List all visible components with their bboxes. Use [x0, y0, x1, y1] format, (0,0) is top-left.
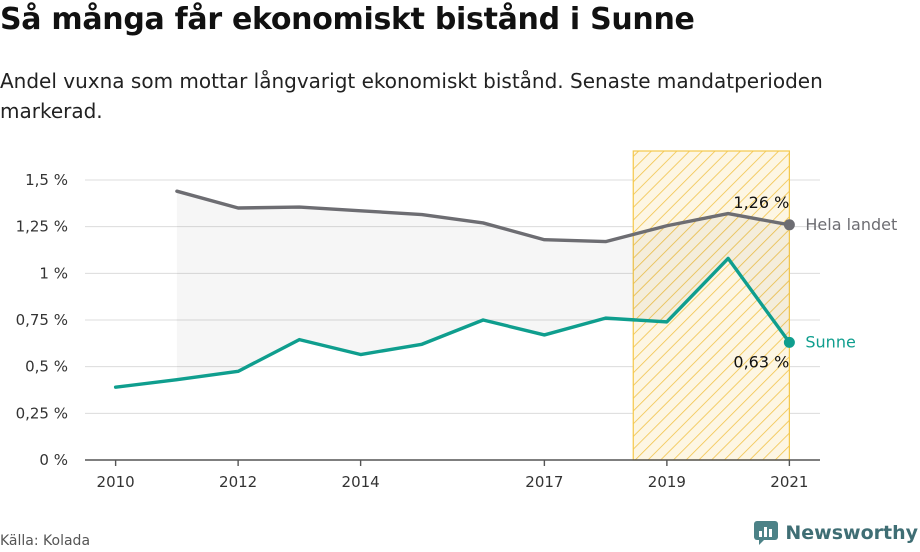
series-labels: Hela landet 1,26 % Sunne 0,63 % [733, 193, 897, 372]
series-value-label: 0,63 % [733, 352, 789, 371]
y-tick-label: 0 % [39, 451, 68, 469]
y-tick-label: 1 % [39, 264, 68, 282]
y-tick-label: 0,5 % [25, 358, 68, 376]
x-tick-label: 2017 [525, 473, 563, 491]
y-tick-label: 1,5 % [25, 171, 68, 189]
x-tick-label: 2014 [342, 473, 380, 491]
brand-logo: Newsworthy [753, 520, 918, 546]
y-tick-label: 1,25 % [16, 218, 68, 236]
y-tick-label: 0,75 % [16, 311, 68, 329]
series-line [175, 189, 792, 244]
chart-title: Så många får ekonomiskt bistånd i Sunne [0, 2, 695, 37]
y-tick-label: 0,25 % [16, 404, 68, 422]
series-lines [113, 189, 795, 389]
series-name-label: Hela landet [805, 215, 897, 234]
series-name-label: Sunne [805, 332, 855, 351]
series-line [113, 256, 792, 389]
axes: 0 % 0,25 % 0,5 % 0,75 % 1 % 1,25 % 1,5 % 2010 20… [16, 171, 820, 491]
x-tick-label: 2010 [97, 473, 135, 491]
x-tick-label: 2021 [770, 473, 808, 491]
x-tick-label: 2019 [648, 473, 686, 491]
chart-subtitle: Andel vuxna som mottar långvarigt ekonom… [0, 69, 823, 123]
source-note: Källa: Kolada [0, 533, 91, 549]
newsworthy-logo-icon [754, 521, 779, 545]
series-value-label: 1,26 % [733, 193, 789, 212]
brand-name: Newsworthy [785, 522, 918, 544]
series-end-marker [783, 336, 795, 348]
series-end-marker [783, 219, 795, 231]
x-tick-label: 2012 [219, 473, 257, 491]
